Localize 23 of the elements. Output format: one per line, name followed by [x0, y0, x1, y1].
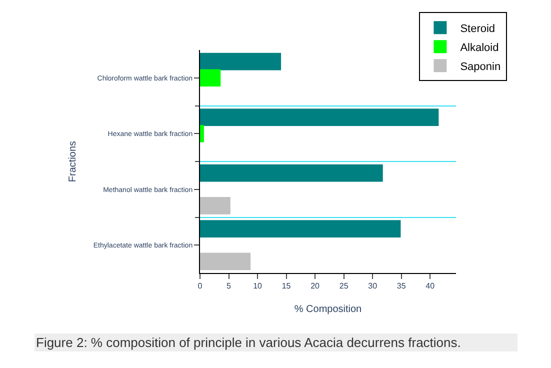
legend-label: Saponin [460, 60, 501, 73]
x-tick-label: 30 [368, 282, 378, 291]
bar [200, 220, 401, 238]
legend-label: Steroid [460, 22, 496, 35]
bar [200, 69, 221, 87]
legend-label: Alkaloid [460, 42, 499, 54]
bar [200, 197, 230, 214]
y-axis-title: Fractions [67, 140, 78, 182]
x-axis-title: % Composition [294, 304, 362, 316]
bar [200, 52, 282, 70]
bar [200, 108, 439, 126]
caption: Figure 2: % composition of principle in various Acacia decurrens fractions. [36, 335, 461, 350]
bar [200, 252, 251, 270]
x-tick-label: 25 [339, 282, 349, 291]
x-tick-label: 0 [198, 282, 203, 291]
x-tick-label: 20 [310, 282, 320, 291]
bar [200, 164, 383, 182]
x-tick-label: 35 [396, 282, 406, 291]
x-tick-label: 10 [253, 282, 263, 291]
x-tick-label: 5 [226, 282, 232, 291]
x-tick-label: 40 [426, 282, 436, 291]
bar [200, 124, 204, 142]
x-tick-label: 15 [282, 282, 292, 291]
